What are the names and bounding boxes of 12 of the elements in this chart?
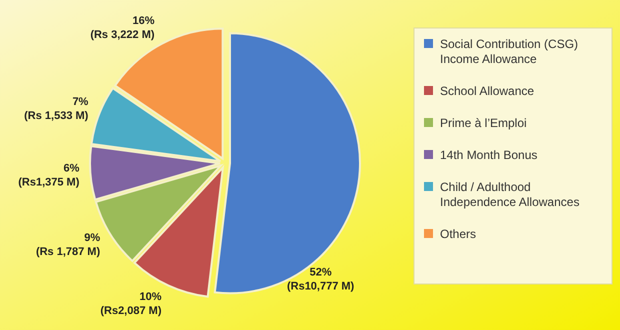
data-label: 7% (Rs 1,533 M) (24, 96, 89, 122)
data-label: 52% (Rs10,777 M) (286, 266, 355, 293)
data-label: 10% (Rs2,087 M) (100, 290, 162, 317)
legend-label: School Allowance (440, 84, 534, 98)
data-label: 16% (Rs 3,222 M) (90, 14, 155, 41)
legend-label: Others (440, 227, 476, 241)
legend-label: Child / Adulthood Independence Allowances (440, 180, 580, 209)
data-label: 9% (Rs 1,787 M) (36, 232, 100, 258)
legend-label: Social Contribution (CSG) Income Allowance (440, 37, 578, 66)
legend-label: 14th Month Bonus (440, 148, 538, 162)
data-label: 6% (Rs1,375 M) (18, 162, 80, 188)
legend-label: Prime à l’Emploi (440, 116, 527, 130)
